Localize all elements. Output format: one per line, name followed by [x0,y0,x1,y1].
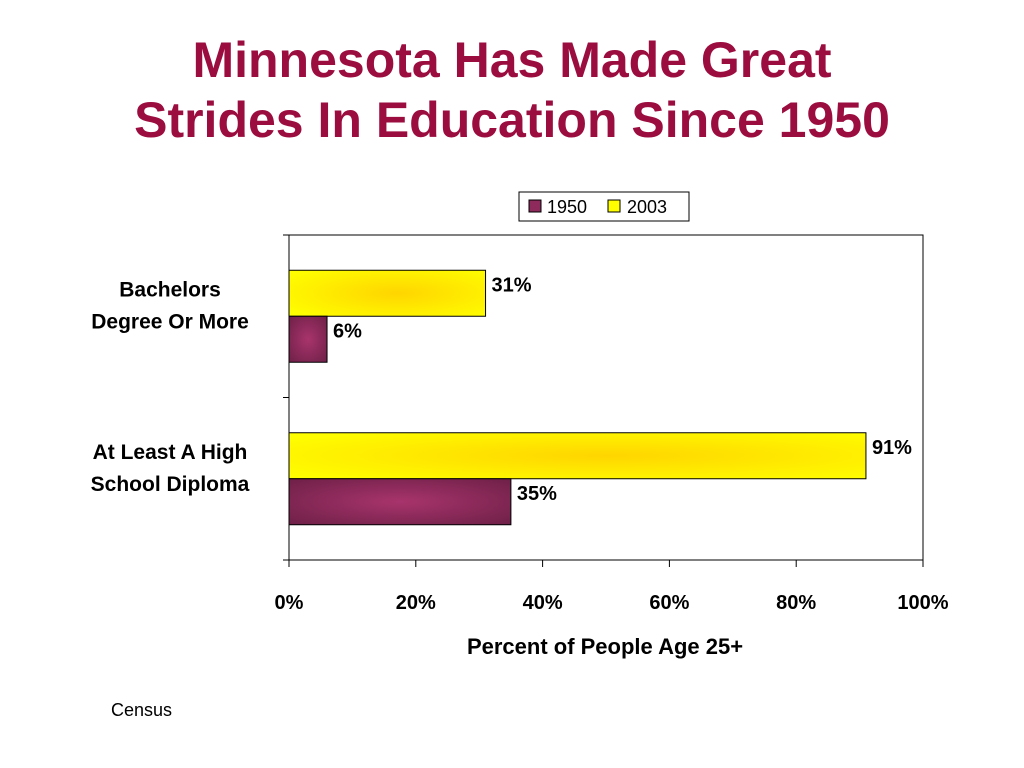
x-tick-label: 100% [897,592,948,614]
category-label-line: At Least A High [93,441,248,464]
x-tick-label: 80% [776,592,816,614]
x-tick-label: 60% [649,592,689,614]
x-tick-label: 40% [523,592,563,614]
category-label-line: Bachelors [119,278,221,301]
source-note: Census [111,700,173,720]
x-axis-label: Percent of People Age 25+ [467,634,743,659]
legend-swatch-1950 [528,199,542,213]
x-axis: 0% 20% 40% 60% 80% 100% [275,560,949,614]
data-label-1950-0: 6% [333,320,362,342]
category-label-1: At Least A High School Diploma [91,441,250,496]
title-line-2: Strides In Education Since 1950 [134,92,890,148]
bars-group [288,269,867,526]
bar-1950-0 [288,315,328,363]
slide-title: Minnesota Has Made Great Strides In Educ… [0,30,1024,150]
y-axis: Bachelors Degree Or More At Least A High Sc… [91,234,289,561]
bar-2003-0 [288,269,487,317]
data-label-2003-0: 31% [492,274,532,296]
legend: 1950 2003 [518,191,690,222]
legend-label-2003: 2003 [627,197,667,217]
bar-1950-1 [288,478,512,526]
title-line-1: Minnesota Has Made Great [192,32,832,88]
data-label-1950-1: 35% [517,483,557,505]
x-tick-label: 0% [275,592,304,614]
legend-swatch-2003 [607,199,621,213]
bar-labels-group: 31% 6% 91% 35% [333,274,912,505]
bar-2003-1 [288,432,867,480]
category-label-line: School Diploma [91,473,250,496]
legend-label-1950: 1950 [547,197,587,217]
data-label-2003-1: 91% [872,437,912,459]
legend-frame [518,191,690,222]
category-label-0: Bachelors Degree Or More [91,278,249,333]
x-tick-label: 20% [396,592,436,614]
category-label-line: Degree Or More [91,310,249,333]
